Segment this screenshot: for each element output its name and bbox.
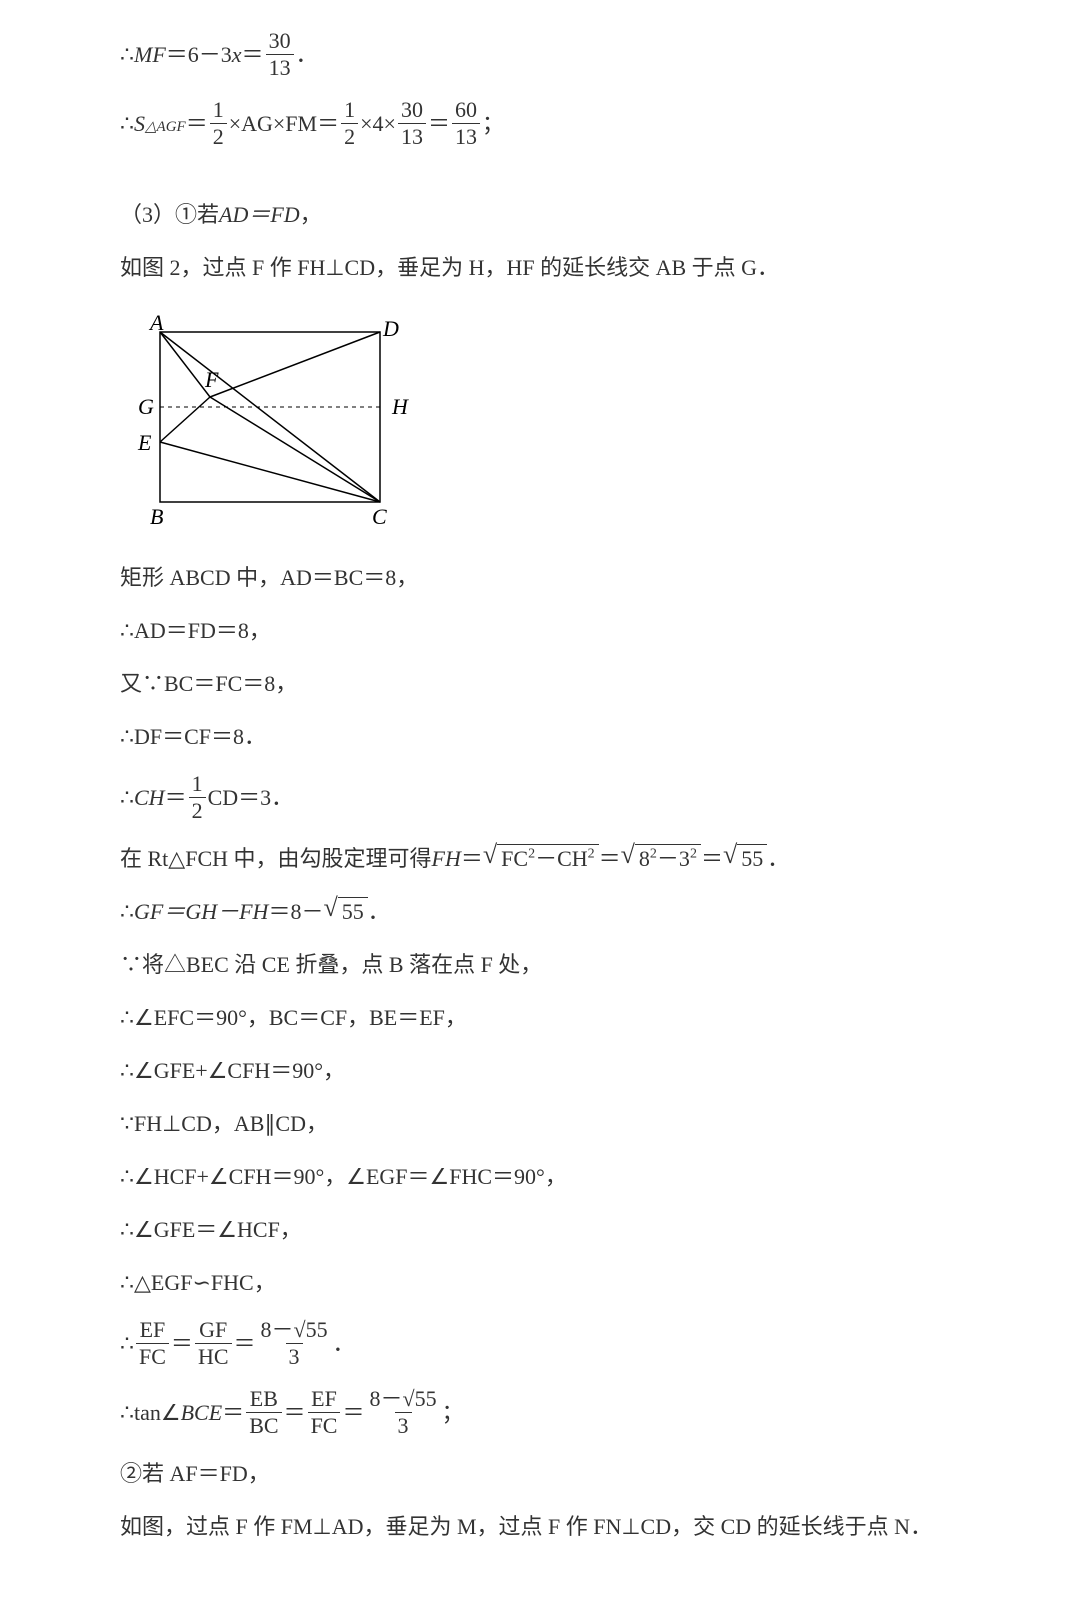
part3-intro: （3） ①若 AD＝FD ， (120, 198, 960, 231)
line-12: ∴∠HCF+∠CFH＝90°，∠EGF＝∠FHC＝90°， (120, 1160, 960, 1193)
line-11: ∵FH⊥CD，AB∥CD， (120, 1107, 960, 1140)
line-7: ∴ GF＝GH－FH ＝8－ √55 ． (120, 895, 960, 928)
svg-text:B: B (150, 504, 163, 529)
line-5: ∴ CH ＝ 12 CD＝3． (120, 773, 960, 822)
line-3: 又∵BC＝FC＝8， (120, 667, 960, 700)
svg-text:A: A (148, 312, 164, 335)
line-13: ∴∠GFE＝∠HCF， (120, 1213, 960, 1246)
line-8: ∵将△BEC 沿 CE 折叠，点 B 落在点 F 处， (120, 948, 960, 981)
line-17: ②若 AF＝FD， (120, 1457, 960, 1490)
svg-text:G: G (138, 394, 154, 419)
line-15: ∴ EFFC ＝ GFHC ＝ 8－√553 ． (120, 1319, 960, 1368)
line-6: 在 Rt△FCH 中，由勾股定理可得 FH ＝ √FC2－CH2 ＝ √82－3… (120, 842, 960, 875)
line-10: ∴∠GFE+∠CFH＝90°， (120, 1054, 960, 1087)
line-16: ∴tan∠ BCE ＝ EBBC ＝ EFFC ＝ 8－√553 ； (120, 1388, 960, 1437)
svg-text:D: D (382, 316, 399, 341)
line-4: ∴DF＝CF＝8． (120, 720, 960, 753)
equation-sagf: ∴ S △AGF ＝ 12 ×AG×FM＝ 12 ×4× 3013 ＝ 6013… (120, 99, 960, 148)
equation-mf: ∴ MF ＝6－3 x ＝ 3013 ． (120, 30, 960, 79)
line-2: ∴AD＝FD＝8， (120, 614, 960, 647)
svg-text:H: H (391, 394, 409, 419)
line-1: 矩形 ABCD 中，AD＝BC＝8， (120, 561, 960, 594)
svg-text:F: F (204, 367, 219, 392)
geometry-diagram: A D G F H E B C (120, 312, 420, 532)
line-14: ∴△EGF∽FHC， (120, 1266, 960, 1299)
line-18: 如图，过点 F 作 FM⊥AD，垂足为 M，过点 F 作 FN⊥CD，交 CD … (120, 1510, 960, 1543)
svg-text:C: C (372, 504, 387, 529)
svg-text:E: E (137, 430, 152, 455)
part3-description: 如图 2，过点 F 作 FH⊥CD，垂足为 H，HF 的延长线交 AB 于点 G… (120, 251, 960, 284)
line-9: ∴∠EFC＝90°，BC＝CF，BE＝EF， (120, 1001, 960, 1034)
